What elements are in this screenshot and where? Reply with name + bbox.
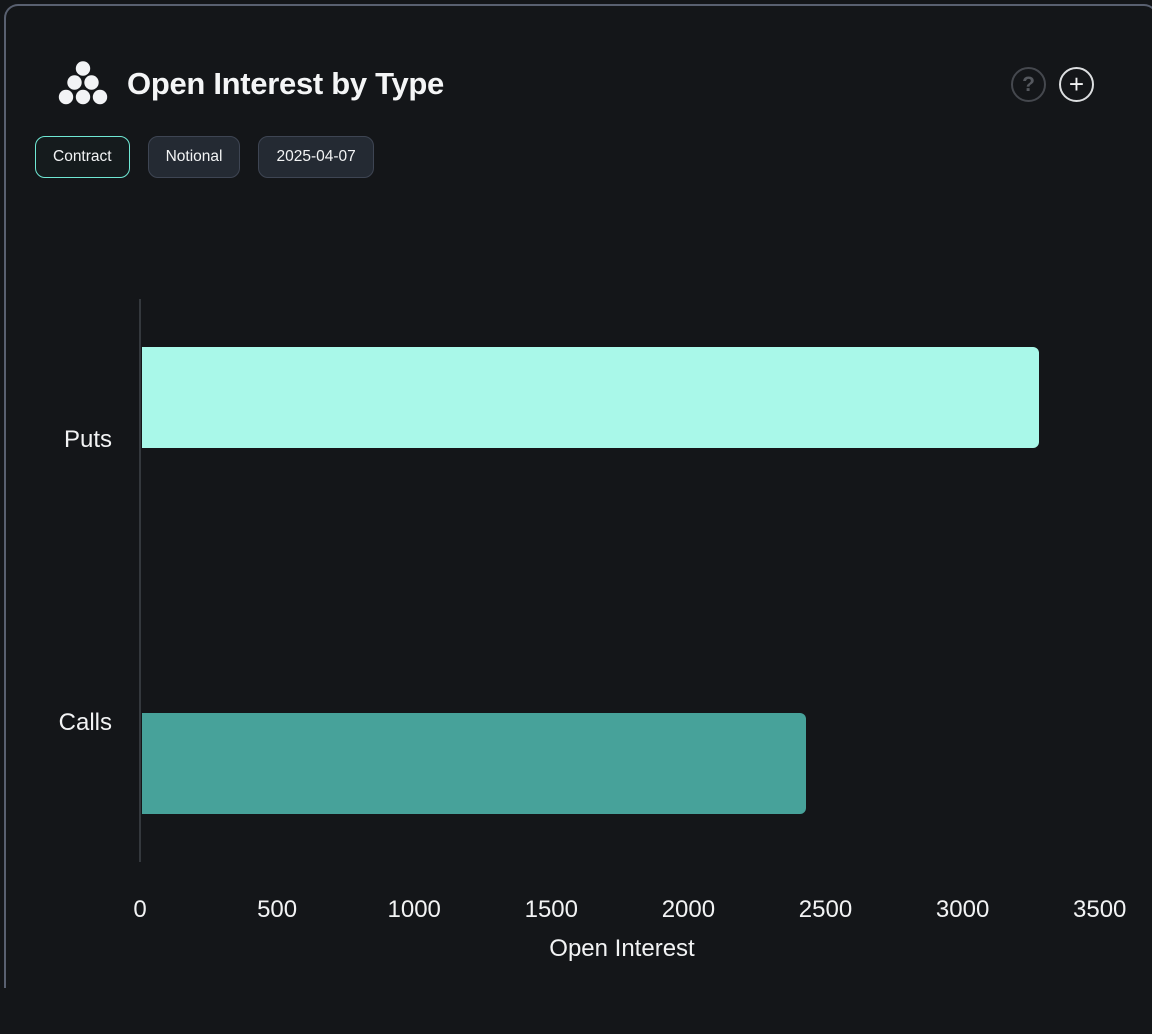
notional-toggle-button[interactable]: Notional <box>147 136 241 178</box>
add-icon[interactable]: + <box>1059 67 1094 102</box>
x-tick-label: 2500 <box>798 896 853 923</box>
view-toggle-chips: Contract Notional 2025-04-07 <box>35 136 374 178</box>
x-axis-title: Open Interest <box>549 935 695 962</box>
x-tick-label: 3500 <box>1072 896 1127 923</box>
help-icon[interactable]: ? <box>1011 67 1046 102</box>
x-tick-label: 2000 <box>661 896 716 923</box>
y-category-label-calls: Calls <box>58 709 112 736</box>
header: Open Interest by Type <box>55 60 444 108</box>
y-category-label-puts: Puts <box>63 426 112 453</box>
page-title: Open Interest by Type <box>127 66 444 101</box>
x-tick-label: 1000 <box>387 896 441 923</box>
bar-puts <box>142 347 1039 448</box>
x-tick-label: 500 <box>257 896 298 923</box>
header-actions: ? + <box>1011 67 1094 102</box>
x-tick-label: 1500 <box>524 896 578 923</box>
x-tick-label: 3000 <box>935 896 990 923</box>
date-selector-button[interactable]: 2025-04-07 <box>258 136 374 178</box>
x-tick-label: 0 <box>133 896 147 923</box>
contract-toggle-button[interactable]: Contract <box>35 136 130 178</box>
dot-pyramid-cluster-icon <box>58 61 108 105</box>
bar-calls <box>142 713 806 814</box>
y-axis-line <box>139 299 141 862</box>
